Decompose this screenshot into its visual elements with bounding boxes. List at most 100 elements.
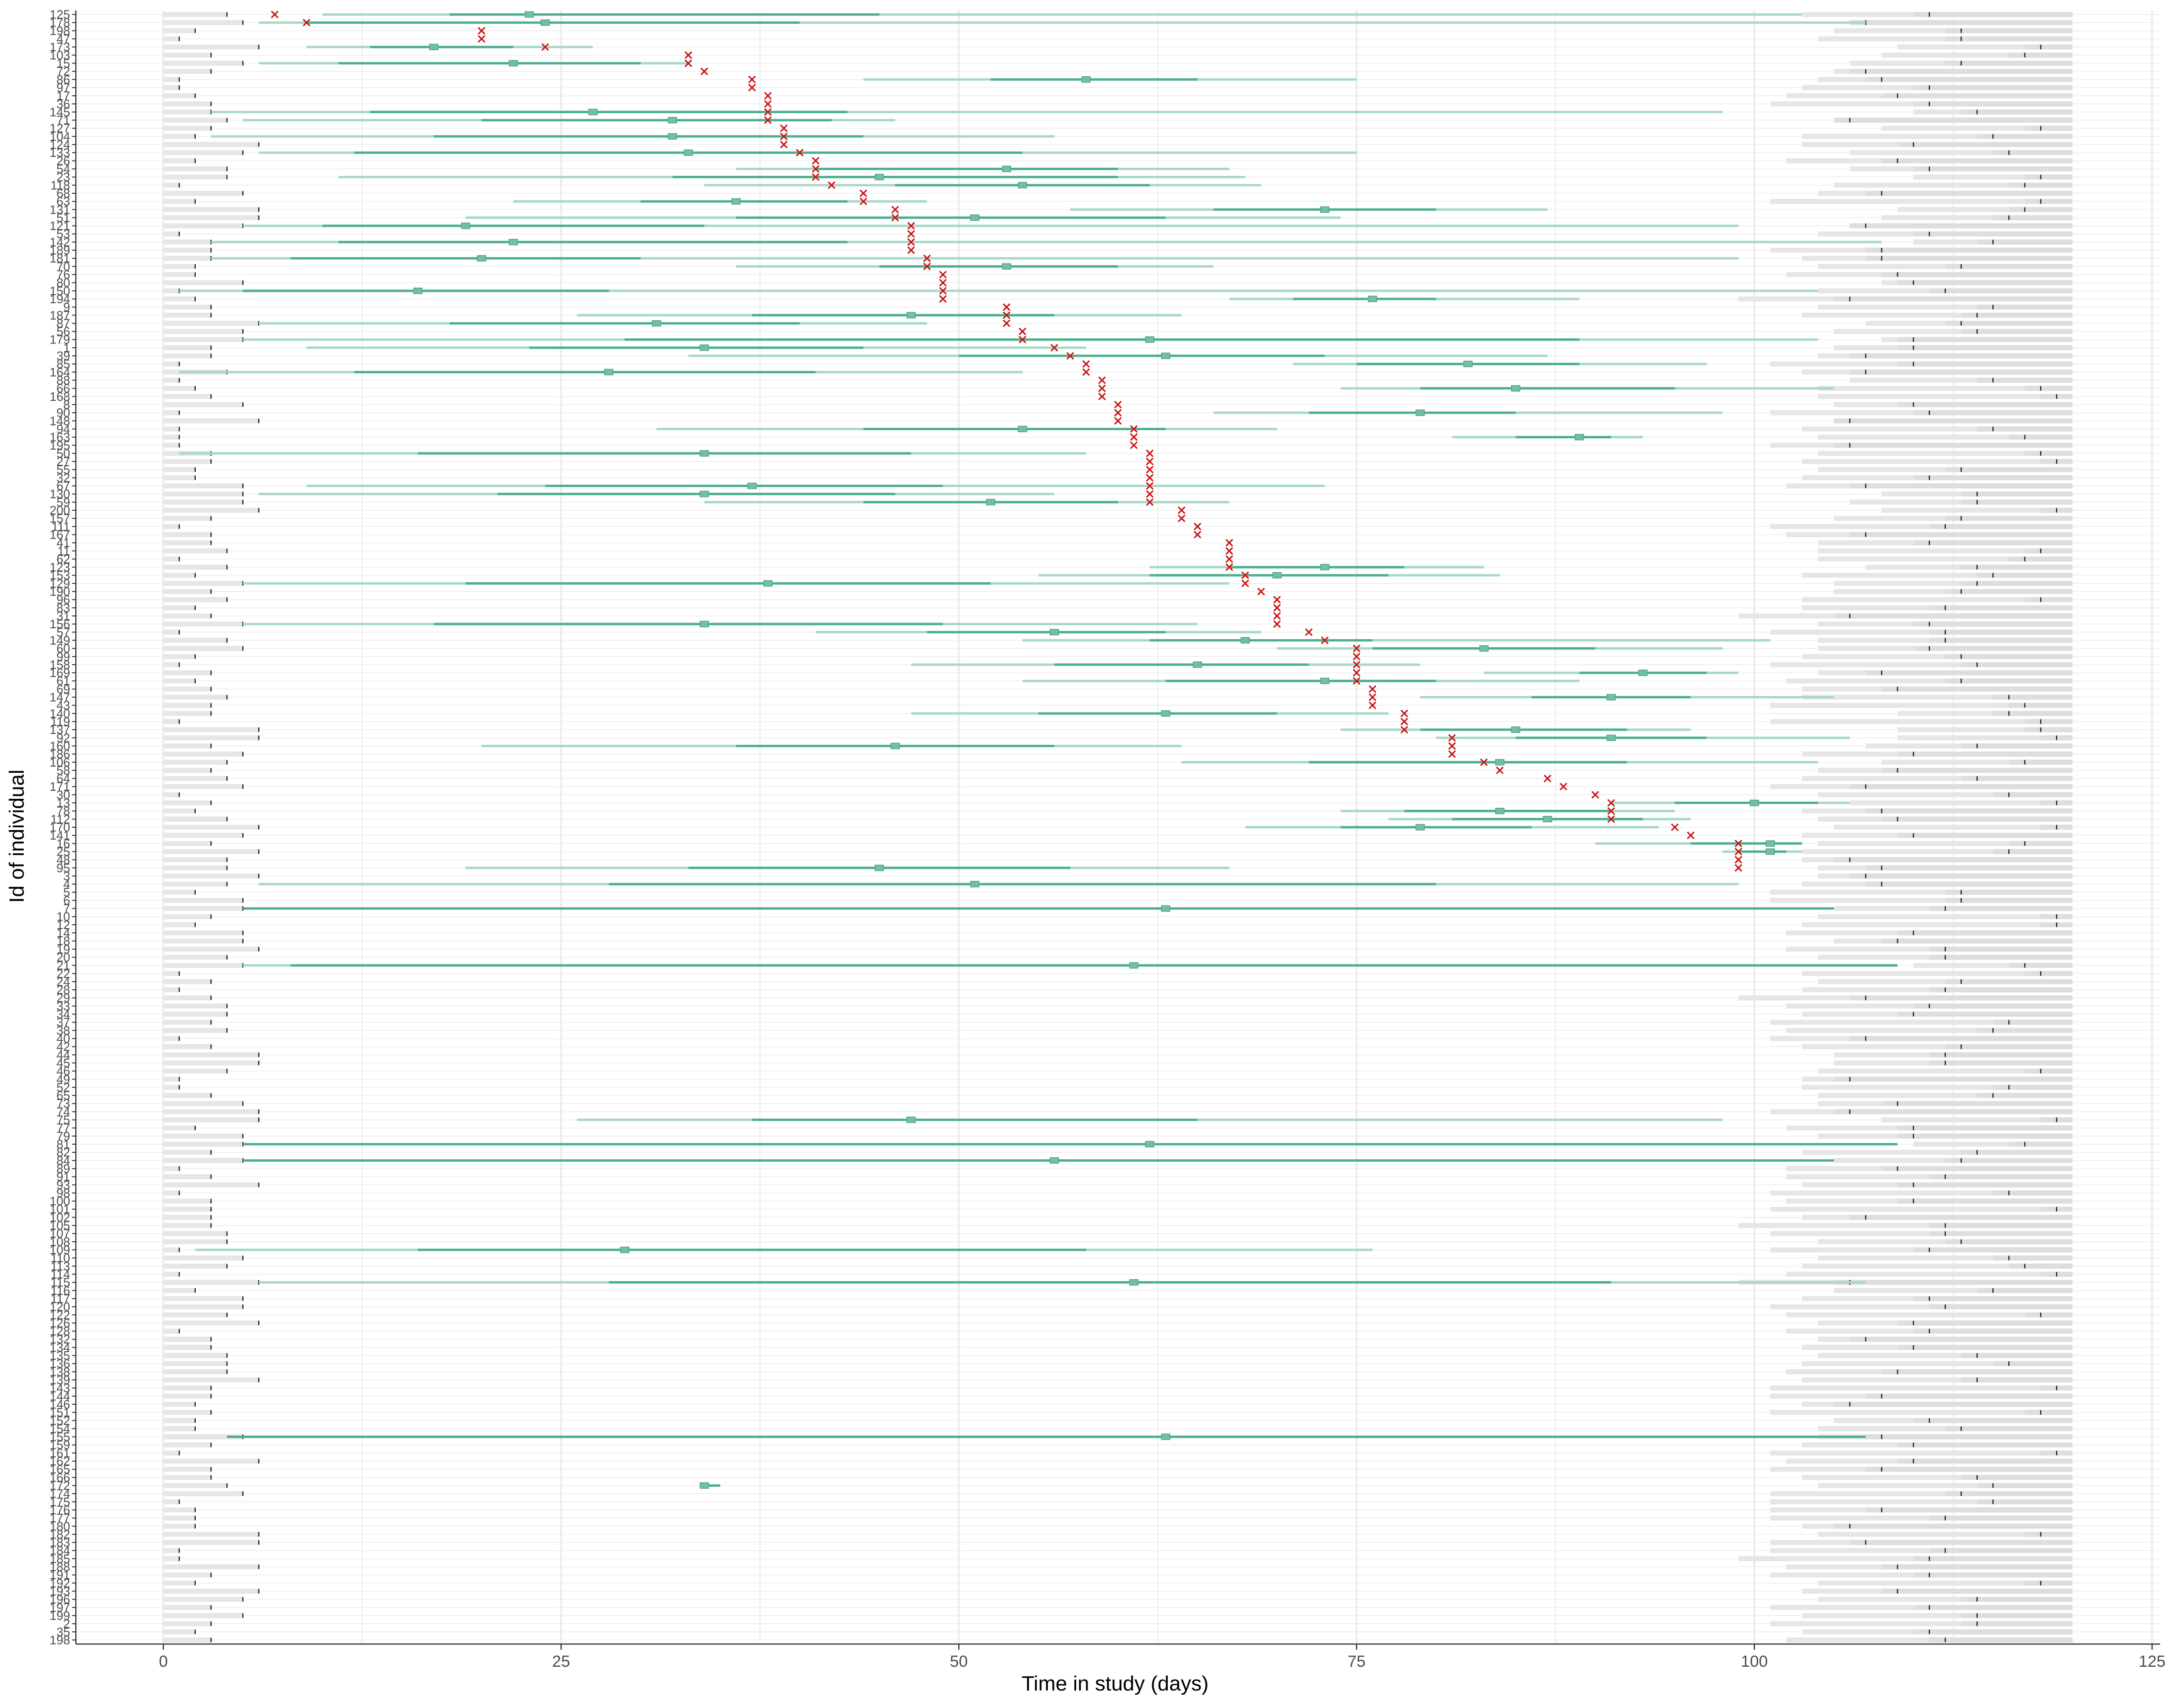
post-exit-band — [1770, 703, 2073, 708]
individual-row — [76, 1564, 2160, 1570]
late-band — [1945, 1426, 2073, 1431]
pre-entry-band — [163, 434, 180, 440]
pre-entry-band — [163, 126, 211, 131]
y-tick-label: 119 — [51, 714, 70, 729]
pre-entry-band — [163, 564, 227, 570]
late-band — [1945, 889, 2073, 895]
late-band — [1865, 190, 2073, 196]
y-tick-label: 27 — [56, 454, 70, 469]
interval-midpoint — [1606, 734, 1616, 741]
pre-entry-band — [163, 1418, 195, 1423]
event-marker — [684, 51, 692, 59]
individual-row — [76, 43, 2160, 51]
pre-entry-band — [163, 1320, 259, 1326]
event-marker — [1082, 360, 1090, 368]
pre-entry-band — [163, 768, 211, 773]
individual-row — [76, 1548, 2160, 1554]
late-band — [1945, 321, 2073, 326]
individual-row — [76, 1109, 2160, 1114]
interval-midpoint — [1479, 645, 1489, 652]
late-band — [1977, 1093, 2073, 1098]
y-tick-label: 10 — [56, 910, 70, 924]
y-tick-label: 62 — [56, 552, 70, 566]
event-marker — [907, 230, 915, 238]
y-tick-label: 108 — [50, 1235, 70, 1249]
late-band — [2025, 548, 2073, 554]
pre-entry-band — [163, 1052, 259, 1057]
pre-entry-band — [163, 1264, 227, 1269]
late-band — [1898, 930, 2073, 936]
late-band — [1945, 898, 2073, 903]
y-tick-label: 21 — [56, 958, 70, 973]
pre-entry-band — [163, 727, 259, 732]
y-tick-label: 41 — [56, 536, 70, 550]
y-tick-label: 64 — [56, 771, 70, 786]
late-band — [1929, 955, 2073, 960]
post-exit-band — [1770, 1491, 2073, 1496]
post-exit-band — [1818, 548, 2073, 554]
late-band — [1929, 906, 2073, 911]
pre-entry-band — [163, 1068, 227, 1074]
event-marker — [1178, 506, 1186, 515]
event-marker — [1098, 392, 1106, 400]
pre-entry-band — [163, 1125, 195, 1131]
late-band — [1898, 1320, 2073, 1326]
event-marker — [1591, 791, 1599, 799]
interval-midpoint — [699, 1482, 709, 1489]
event-marker — [1130, 425, 1138, 433]
y-tick-label: 126 — [50, 1316, 70, 1330]
y-tick-label: 188 — [50, 1560, 70, 1574]
event-marker — [1178, 515, 1186, 523]
y-tick-label: 52 — [56, 1080, 70, 1094]
y-tick-label: 56 — [56, 325, 70, 339]
y-tick-label: 82 — [56, 1145, 70, 1159]
post-exit-band — [1770, 889, 2073, 895]
individual-row — [76, 10, 2160, 18]
interval-midpoint — [1638, 669, 1648, 676]
individual-row — [76, 571, 2160, 579]
late-band — [1865, 1466, 2073, 1472]
late-band — [1834, 1280, 2073, 1285]
late-band — [2025, 1410, 2073, 1415]
pre-entry-band — [163, 361, 180, 367]
individual-row — [76, 1198, 2160, 1204]
late-band — [1977, 1499, 2073, 1505]
interval-midpoint — [747, 482, 757, 489]
interval-midpoint — [508, 239, 518, 245]
event-marker — [1146, 482, 1154, 490]
y-tick-label: 40 — [56, 1031, 70, 1046]
pre-entry-band — [163, 174, 227, 180]
y-tick-label: 107 — [50, 1227, 70, 1241]
y-tick-label: 184 — [50, 1544, 70, 1558]
event-marker — [1098, 376, 1106, 384]
individual-row — [76, 35, 2160, 43]
post-exit-band — [1818, 394, 2073, 399]
pre-entry-band — [163, 321, 259, 326]
individual-row — [76, 417, 2160, 425]
post-exit-band — [1770, 719, 2073, 724]
y-tick-label: 76 — [56, 268, 70, 282]
pre-entry-band — [163, 255, 211, 261]
late-band — [1850, 532, 2073, 537]
late-band — [1913, 12, 2073, 17]
individual-row — [76, 1433, 2160, 1440]
late-band — [1929, 1060, 2073, 1066]
individual-row — [76, 1012, 2160, 1017]
individual-row — [76, 1206, 2160, 1212]
pre-entry-band — [163, 703, 211, 708]
pre-entry-band — [163, 182, 180, 188]
event-marker — [1480, 758, 1488, 766]
individual-row — [76, 1450, 2160, 1456]
post-exit-band — [1770, 1450, 2073, 1456]
post-exit-band — [1818, 434, 2073, 440]
late-band — [1898, 1125, 2073, 1131]
individual-row — [76, 1044, 2160, 1049]
individual-row — [76, 701, 2160, 709]
individual-row — [76, 1166, 2160, 1171]
x-axis-title: Time in study (days) — [1022, 1672, 1208, 1695]
individual-row — [76, 1020, 2160, 1025]
y-tick-label: 65 — [56, 1088, 70, 1103]
y-tick-label: 73 — [56, 1096, 70, 1111]
individual-row — [76, 1304, 2160, 1310]
pre-entry-band — [163, 849, 259, 854]
